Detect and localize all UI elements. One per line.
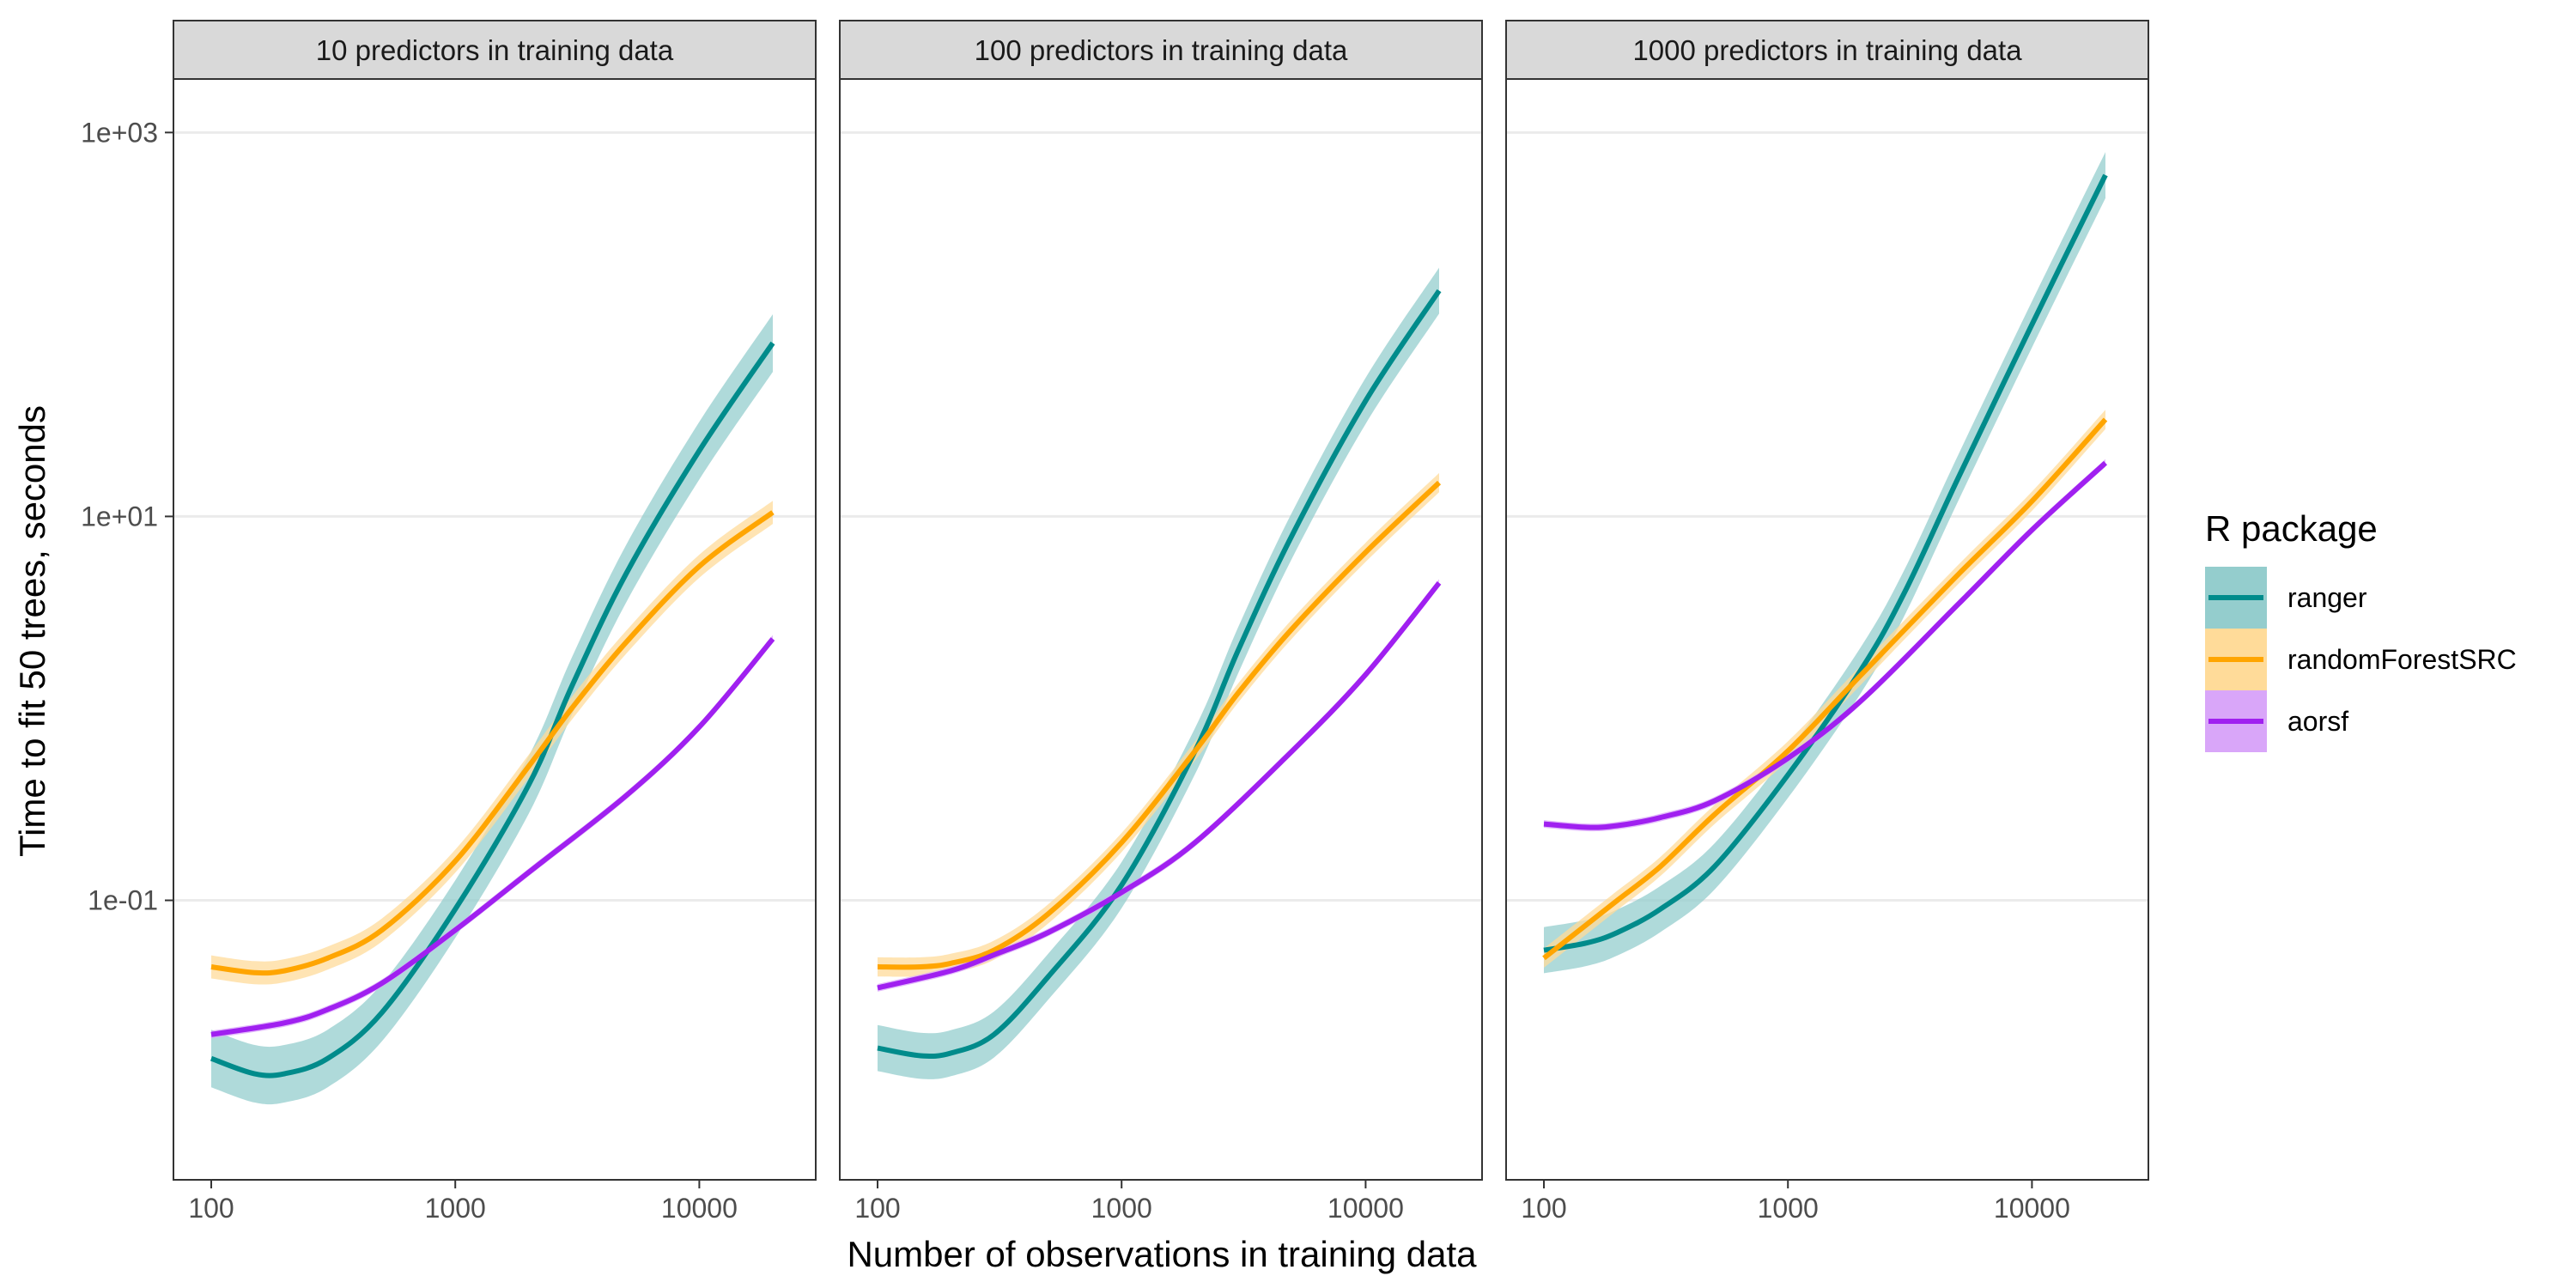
x-tick-label: 10000 [661, 1193, 738, 1224]
series-line-aorsf [210, 637, 775, 1037]
y-axis-title: Time to fit 50 trees, seconds [12, 405, 52, 857]
y-axis: 1e-01 1e+01 1e+03 [81, 117, 173, 916]
legend-item-aorsf: aorsf [2205, 690, 2348, 752]
series-line-aorsf [1543, 460, 2108, 830]
legend-item-randomForestSRC: randomForestSRC [2205, 629, 2517, 690]
panel-background [1506, 79, 2148, 1180]
facet-strip [173, 20, 817, 80]
y-tick-label: 1e+01 [81, 501, 158, 532]
facet-panel-1: 10 predictors in training data 100 1000 100… [173, 20, 817, 1224]
facet-strip-label: 10 predictors in training data [316, 34, 674, 66]
legend-item-ranger: ranger [2205, 567, 2367, 629]
panel-data [210, 314, 775, 1105]
x-tick-label: 1000 [1758, 1193, 1819, 1224]
legend-title: R package [2205, 508, 2378, 549]
x-tick-label: 1000 [425, 1193, 486, 1224]
series-line-aorsf [877, 581, 1442, 991]
x-tick-label: 1000 [1091, 1193, 1152, 1224]
y-tick-label: 1e+03 [81, 117, 158, 148]
panel-data [877, 267, 1442, 1079]
legend: R package ranger randomForestSRC aorsf [2205, 508, 2517, 752]
legend-label: ranger [2287, 582, 2367, 613]
panel-background [173, 79, 816, 1180]
facet-strip-label: 100 predictors in training data [975, 34, 1348, 66]
series-line-ranger [210, 341, 775, 1078]
facet-strip [839, 20, 1483, 80]
facet-strip [1505, 20, 2149, 80]
series-line-randomForestSRC [210, 510, 775, 976]
x-tick-label: 10000 [1994, 1193, 2070, 1224]
legend-label: randomForestSRC [2287, 644, 2517, 675]
x-tick-label: 100 [1521, 1193, 1566, 1224]
panel-background [840, 79, 1482, 1180]
x-axis-title: Number of observations in training data [847, 1234, 1477, 1274]
facet-panel-2: 100 predictors in training data 100 1000 10… [839, 20, 1483, 1224]
facet-strip-label: 1000 predictors in training data [1632, 34, 2022, 66]
panel-data [1542, 152, 2108, 974]
x-tick-label: 10000 [1327, 1193, 1404, 1224]
x-tick-label: 100 [188, 1193, 234, 1224]
series-line-randomForestSRC [877, 480, 1442, 970]
y-tick-label: 1e-01 [88, 885, 158, 916]
x-tick-label: 100 [854, 1193, 900, 1224]
series-line-randomForestSRC [1542, 417, 2108, 961]
legend-label: aorsf [2287, 706, 2348, 737]
series-line-ranger [877, 289, 1442, 1060]
facet-panel-3: 1000 predictors in training data 100 1000 1… [1505, 20, 2149, 1224]
